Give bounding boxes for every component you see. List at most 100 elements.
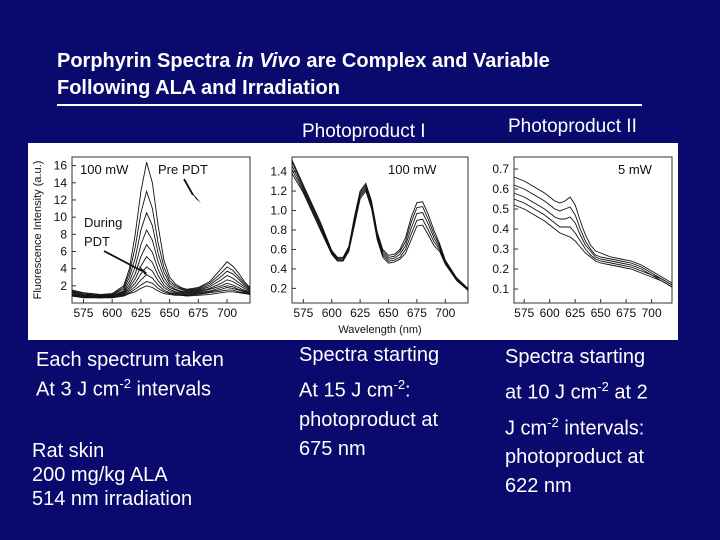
y-tick-label: 0.6 <box>270 242 287 256</box>
note-line: 200 mg/kg ALA <box>32 464 168 486</box>
spectrum-line <box>513 176 673 284</box>
spectrum-line <box>71 162 251 295</box>
spectra-chart-1: 2 4 6 8 10 12 14 16 575 600 625 650 675 700 100 mW Pre … <box>32 156 251 320</box>
x-tick-label: 575 <box>293 306 313 320</box>
y-tick-label: 0.4 <box>270 262 287 276</box>
arrow-line <box>103 250 143 272</box>
y-tick-label: 0.7 <box>492 162 509 176</box>
plot-frame <box>71 156 251 304</box>
x-tick-label: 700 <box>435 306 455 320</box>
title-underline <box>57 104 642 106</box>
spectrum-line <box>71 274 251 299</box>
y-tick-label: 0.5 <box>492 202 509 216</box>
y-tick-label: 2 <box>60 279 67 293</box>
spectrum-line <box>71 255 251 298</box>
spectrum-line <box>291 159 469 289</box>
chart-annotation: 5 mW <box>618 162 653 177</box>
y-tick-label: 0.2 <box>492 262 509 276</box>
x-tick-label: 600 <box>540 306 560 320</box>
y-axis-label: Fluorescence Intensity (a.u.) <box>32 161 44 300</box>
left-notes: Each spectrum taken At 3 J cm-2 interval… <box>36 348 224 402</box>
note-line: at 10 J cm-2 at 2 <box>505 379 648 404</box>
x-tick-label: 575 <box>514 306 534 320</box>
chart-annotation: 100 mW <box>80 162 129 177</box>
note-line: Spectra starting <box>505 346 646 368</box>
y-tick-label: 4 <box>60 262 67 276</box>
arrow-head <box>138 265 147 275</box>
note-line: 514 nm irradiation <box>32 488 193 510</box>
x-tick-label: 600 <box>322 306 342 320</box>
plot-frame <box>291 156 469 304</box>
y-tick-label: 1.4 <box>270 165 287 179</box>
note-line: J cm-2 intervals: <box>505 414 645 440</box>
y-tick-label: 1.0 <box>270 204 287 218</box>
x-tick-label: 575 <box>73 306 93 320</box>
note-line: photoproduct at <box>505 446 644 469</box>
y-tick-label: 10 <box>54 210 68 224</box>
y-tick-label: 6 <box>60 244 67 258</box>
note-line: 675 nm <box>299 437 366 460</box>
spectrum-line <box>513 204 673 288</box>
chart-annotation: Pre PDT <box>158 162 208 177</box>
spectrum-line <box>291 169 469 291</box>
y-tick-label: 1.2 <box>270 184 287 198</box>
y-tick-label: 0.4 <box>492 222 509 236</box>
chart-annotation: During <box>84 215 122 230</box>
spectrum-line <box>291 173 469 291</box>
label-photoproduct-2: Photoproduct II <box>508 116 637 137</box>
rat-notes: Rat skin 200 mg/kg ALA 514 nm irradiatio… <box>32 439 192 511</box>
slide-title: Porphyrin Spectra in Vivo are Complex an… <box>57 48 550 102</box>
spectrum-line <box>71 243 251 297</box>
x-tick-label: 650 <box>379 306 399 320</box>
note-line: photoproduct at <box>299 408 438 431</box>
y-tick-label: 0.8 <box>270 223 287 237</box>
x-tick-label: 625 <box>131 306 151 320</box>
note-line: Spectra starting <box>299 344 440 366</box>
chart-annotation: 100 mW <box>388 162 437 177</box>
y-tick-label: 0.1 <box>492 282 509 296</box>
note-line: Rat skin <box>32 440 105 462</box>
y-tick-label: 0.6 <box>492 182 509 196</box>
x-tick-label: 700 <box>642 306 662 320</box>
x-tick-label: 700 <box>217 306 237 320</box>
spectrum-line <box>71 285 251 299</box>
x-tick-label: 625 <box>350 306 370 320</box>
spectrum-line <box>71 281 251 299</box>
x-tick-label: 650 <box>591 306 611 320</box>
x-axis-label: Wavelength (nm) <box>338 324 421 336</box>
spectrum-line <box>71 266 251 298</box>
spectrum-line <box>291 161 469 290</box>
x-tick-label: 675 <box>188 306 208 320</box>
y-tick-label: 16 <box>54 159 68 173</box>
x-tick-label: 650 <box>160 306 180 320</box>
note-line: At 3 J cm-2 intervals <box>36 376 211 401</box>
y-tick-label: 0.3 <box>492 242 509 256</box>
spectra-chart-2: 0.2 0.4 0.6 0.8 1.0 1.2 1.4 575 600 625 650 675 700 1… <box>270 156 469 336</box>
x-tick-label: 675 <box>407 306 427 320</box>
spectra-chart-3: 0.1 0.2 0.3 0.4 0.5 0.6 0.7 575 600 625 650 675 700 5… <box>492 156 673 320</box>
y-tick-label: 0.2 <box>270 281 287 295</box>
right-notes: Spectra starting at 10 J cm-2 at 2 J cm-… <box>505 343 648 501</box>
chart-panel-3: 0.1 0.2 0.3 0.4 0.5 0.6 0.7 575 600 625 650 675 700 5… <box>478 143 678 340</box>
x-tick-label: 625 <box>565 306 585 320</box>
y-tick-label: 8 <box>60 227 67 241</box>
label-photoproduct-1: Photoproduct I <box>302 121 426 142</box>
spectrum-line <box>513 198 673 288</box>
note-line: Each spectrum taken <box>36 349 224 371</box>
x-tick-label: 675 <box>616 306 636 320</box>
spectrum-line <box>513 192 673 286</box>
chart-panel-1: 2 4 6 8 10 12 14 16 575 600 625 650 675 700 100 mW Pre … <box>28 143 258 340</box>
middle-notes: Spectra starting At 15 J cm-2: photoprod… <box>299 341 439 464</box>
spectrum-line <box>71 189 251 296</box>
arrow-head <box>189 189 201 203</box>
spectrum-line <box>291 165 469 290</box>
note-line: At 15 J cm-2: <box>299 377 411 402</box>
title-line-2: Following ALA and Irradiation <box>57 77 340 99</box>
y-tick-label: 14 <box>54 176 68 190</box>
note-line: 622 nm <box>505 475 572 498</box>
chart-annotation: PDT <box>84 234 110 249</box>
plot-frame <box>513 156 673 304</box>
y-tick-label: 12 <box>54 193 68 207</box>
chart-panel-2: 0.2 0.4 0.6 0.8 1.0 1.2 1.4 575 600 625 650 675 700 1… <box>258 143 478 340</box>
spectrum-line <box>513 184 673 286</box>
